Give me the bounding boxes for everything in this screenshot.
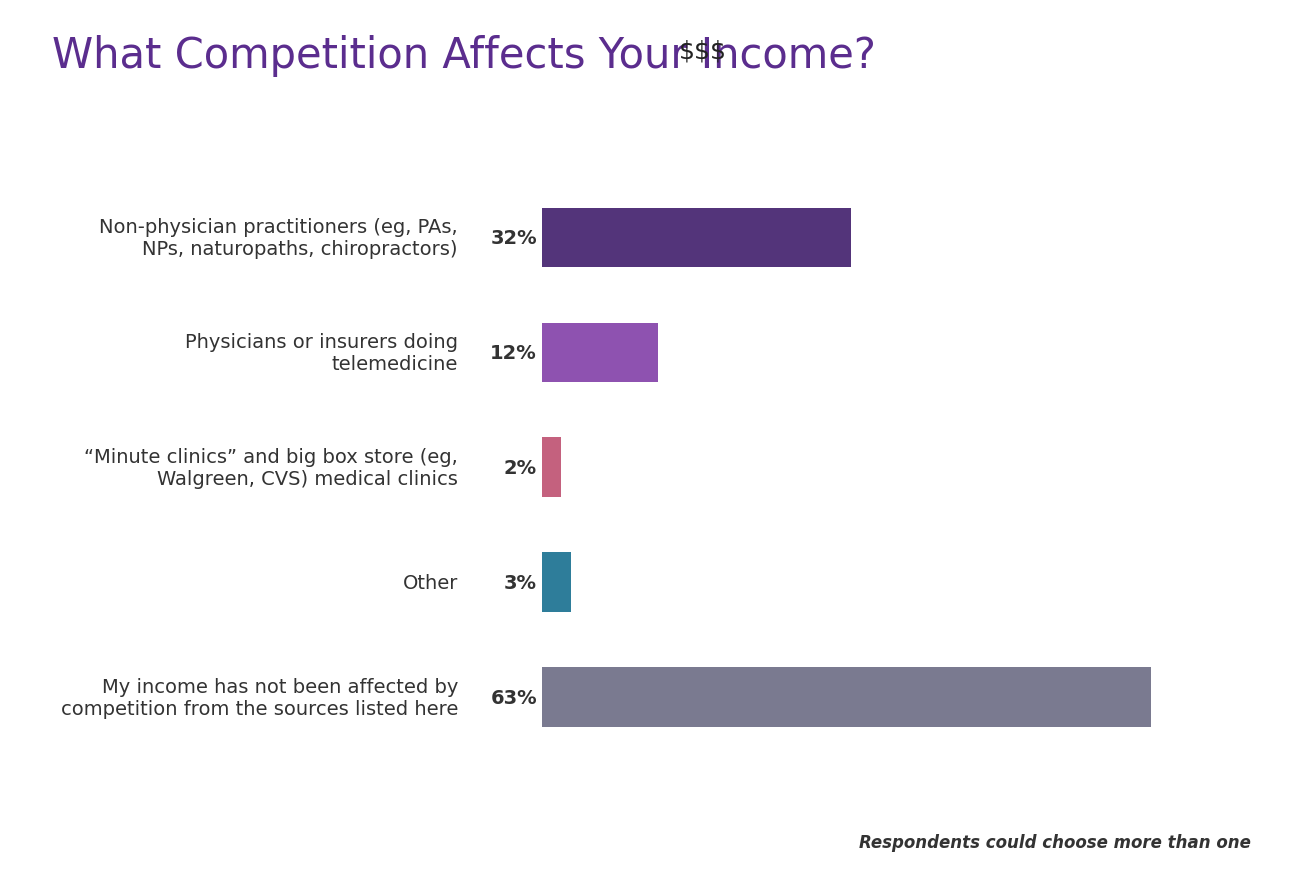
Text: My income has not been affected by
competition from the sources listed here: My income has not been affected by compe…: [61, 677, 458, 718]
Text: 2%: 2%: [504, 459, 537, 477]
Bar: [542, 324, 658, 383]
Text: What Competition Affects Your Income?: What Competition Affects Your Income?: [52, 35, 876, 77]
Text: 12%: 12%: [490, 344, 537, 362]
Text: 63%: 63%: [490, 688, 537, 707]
Text: Non-physician practitioners (eg, PAs,
NPs, naturopaths, chiropractors): Non-physician practitioners (eg, PAs, NP…: [99, 217, 458, 259]
Bar: [542, 553, 570, 612]
Bar: [542, 209, 851, 268]
Text: 32%: 32%: [490, 229, 537, 247]
Text: Other: Other: [402, 574, 458, 592]
Bar: [542, 438, 561, 497]
Text: 3%: 3%: [504, 574, 537, 592]
Bar: [542, 667, 1151, 727]
Text: Respondents could choose more than one: Respondents could choose more than one: [859, 832, 1251, 851]
Text: “Minute clinics” and big box store (eg,
Walgreen, CVS) medical clinics: “Minute clinics” and big box store (eg, …: [84, 447, 458, 488]
Text: Physicians or insurers doing
telemedicine: Physicians or insurers doing telemedicin…: [184, 332, 458, 374]
Text: $$$: $$$: [679, 39, 728, 63]
